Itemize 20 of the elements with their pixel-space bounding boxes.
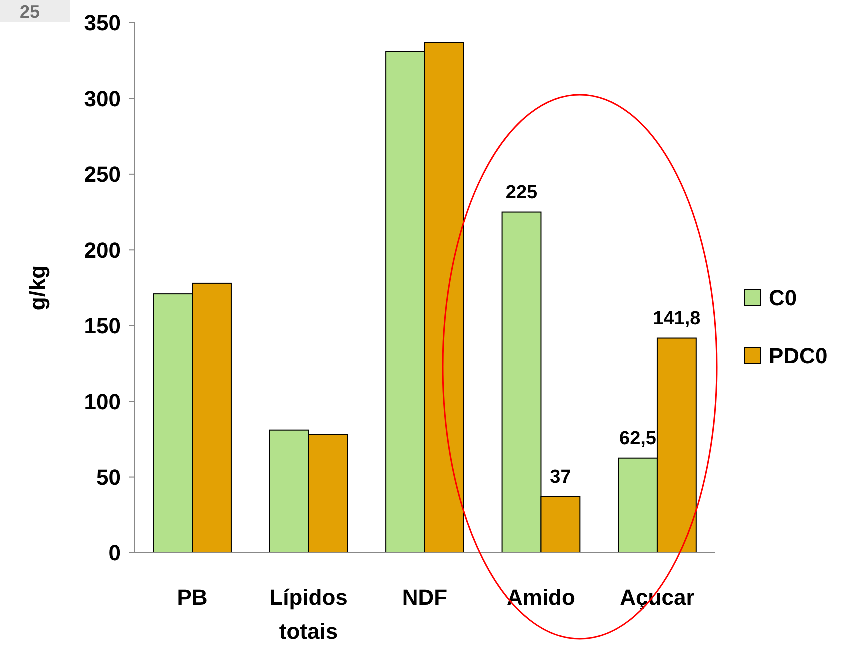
y-tick-label: 100 [84, 389, 121, 414]
data-label: 225 [506, 182, 538, 204]
data-label: 37 [550, 466, 572, 488]
data-label: 141,8 [653, 308, 701, 330]
x-tick-label: PB [177, 585, 208, 610]
x-tick-label: Lípidos totais [270, 585, 348, 644]
legend-label: C0 [769, 286, 798, 311]
y-tick-label: 0 [108, 540, 121, 566]
x-tick-label: Amido [507, 585, 576, 610]
y-tick-label: 250 [84, 162, 121, 188]
y-tick-label: 200 [84, 238, 121, 263]
text: 25 [20, 2, 40, 22]
data-label: 62,5 [620, 428, 657, 450]
y-tick-label: 300 [84, 86, 121, 112]
y-tick-label: 50 [96, 464, 121, 490]
x-tick-label: NDF [402, 585, 448, 610]
legend-label: PDC0 [769, 344, 828, 369]
y-tick-label: 150 [84, 314, 121, 339]
y-axis-title: g/kg [25, 265, 50, 311]
y-tick-label: 350 [84, 10, 121, 36]
